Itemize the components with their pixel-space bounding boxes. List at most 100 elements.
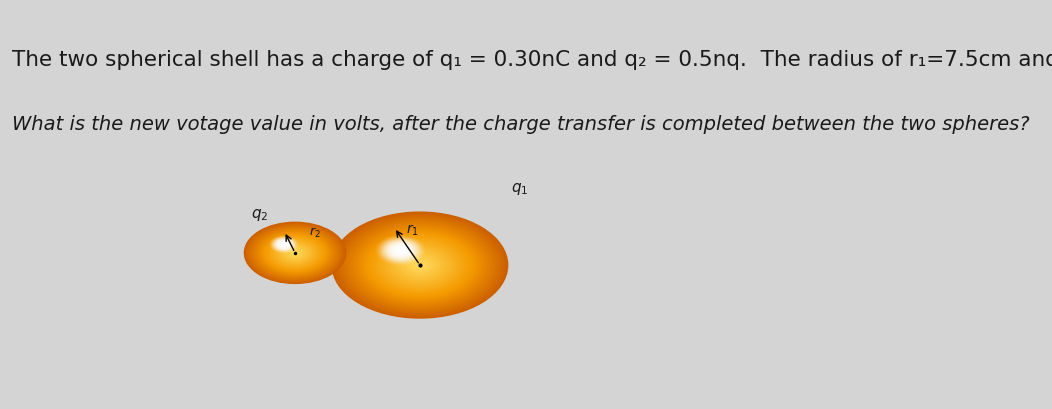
Circle shape [380,238,422,263]
Circle shape [263,234,327,273]
Circle shape [275,241,316,265]
Circle shape [276,242,315,265]
Circle shape [275,239,294,250]
Circle shape [280,244,310,263]
Circle shape [343,219,498,312]
Circle shape [276,240,292,250]
Circle shape [271,237,297,252]
Circle shape [261,233,329,274]
Circle shape [367,234,472,297]
Circle shape [333,213,506,317]
Circle shape [353,225,487,306]
Circle shape [414,262,425,269]
Text: $r_2$: $r_2$ [308,225,320,239]
Circle shape [277,240,290,249]
Circle shape [269,238,321,268]
Circle shape [382,240,419,262]
Circle shape [282,243,286,246]
Circle shape [378,240,462,291]
Circle shape [365,233,474,298]
Circle shape [381,239,421,263]
Circle shape [281,243,287,247]
Circle shape [383,243,457,288]
Circle shape [249,226,341,281]
Circle shape [291,251,299,256]
Circle shape [274,239,294,251]
Circle shape [259,231,331,275]
Text: $q_1$: $q_1$ [511,180,528,196]
Circle shape [418,264,422,267]
Circle shape [278,243,312,264]
Circle shape [386,245,453,285]
Circle shape [401,254,440,277]
Circle shape [341,218,499,313]
Circle shape [411,260,429,271]
Text: $q_2$: $q_2$ [250,207,268,223]
Circle shape [379,237,423,264]
Circle shape [288,249,302,258]
Circle shape [272,238,296,252]
Circle shape [245,223,345,283]
Circle shape [339,217,501,314]
Circle shape [406,257,434,274]
Circle shape [376,239,464,292]
Circle shape [381,242,459,289]
Circle shape [278,241,290,248]
Circle shape [338,216,503,315]
Circle shape [392,246,408,255]
Circle shape [394,247,407,255]
Circle shape [397,252,443,279]
Circle shape [348,222,492,309]
Circle shape [256,229,335,277]
Circle shape [281,245,309,262]
Circle shape [390,244,411,257]
Circle shape [265,235,325,272]
Circle shape [346,221,493,310]
Text: $r_1$: $r_1$ [406,222,420,237]
Circle shape [396,251,445,280]
Circle shape [279,243,311,263]
Circle shape [290,250,300,256]
Circle shape [412,261,427,270]
Circle shape [393,249,446,281]
Circle shape [262,233,328,273]
Circle shape [257,230,333,276]
Circle shape [385,244,456,287]
Circle shape [252,228,338,279]
Circle shape [277,240,291,249]
Circle shape [277,242,313,264]
Circle shape [285,247,305,259]
Circle shape [274,240,317,266]
Circle shape [270,238,320,268]
Circle shape [244,223,346,284]
Circle shape [258,231,332,276]
Circle shape [380,241,461,290]
Circle shape [400,250,402,252]
Circle shape [409,259,430,272]
Circle shape [360,229,480,301]
Circle shape [292,252,298,255]
Circle shape [355,226,485,305]
Circle shape [375,238,466,293]
Circle shape [397,248,405,253]
Circle shape [282,245,308,261]
Circle shape [271,239,319,267]
Circle shape [271,237,296,252]
Circle shape [391,249,448,282]
Circle shape [294,253,296,254]
Circle shape [349,223,490,308]
Circle shape [364,231,477,299]
Circle shape [283,244,285,245]
Circle shape [402,255,438,276]
Circle shape [362,231,478,300]
Circle shape [294,252,297,254]
Circle shape [370,236,469,295]
Circle shape [286,248,304,259]
Circle shape [264,234,326,272]
Circle shape [384,240,418,261]
Circle shape [387,243,413,258]
Circle shape [287,248,303,258]
Circle shape [398,249,403,252]
Circle shape [268,237,321,269]
Circle shape [344,220,495,311]
